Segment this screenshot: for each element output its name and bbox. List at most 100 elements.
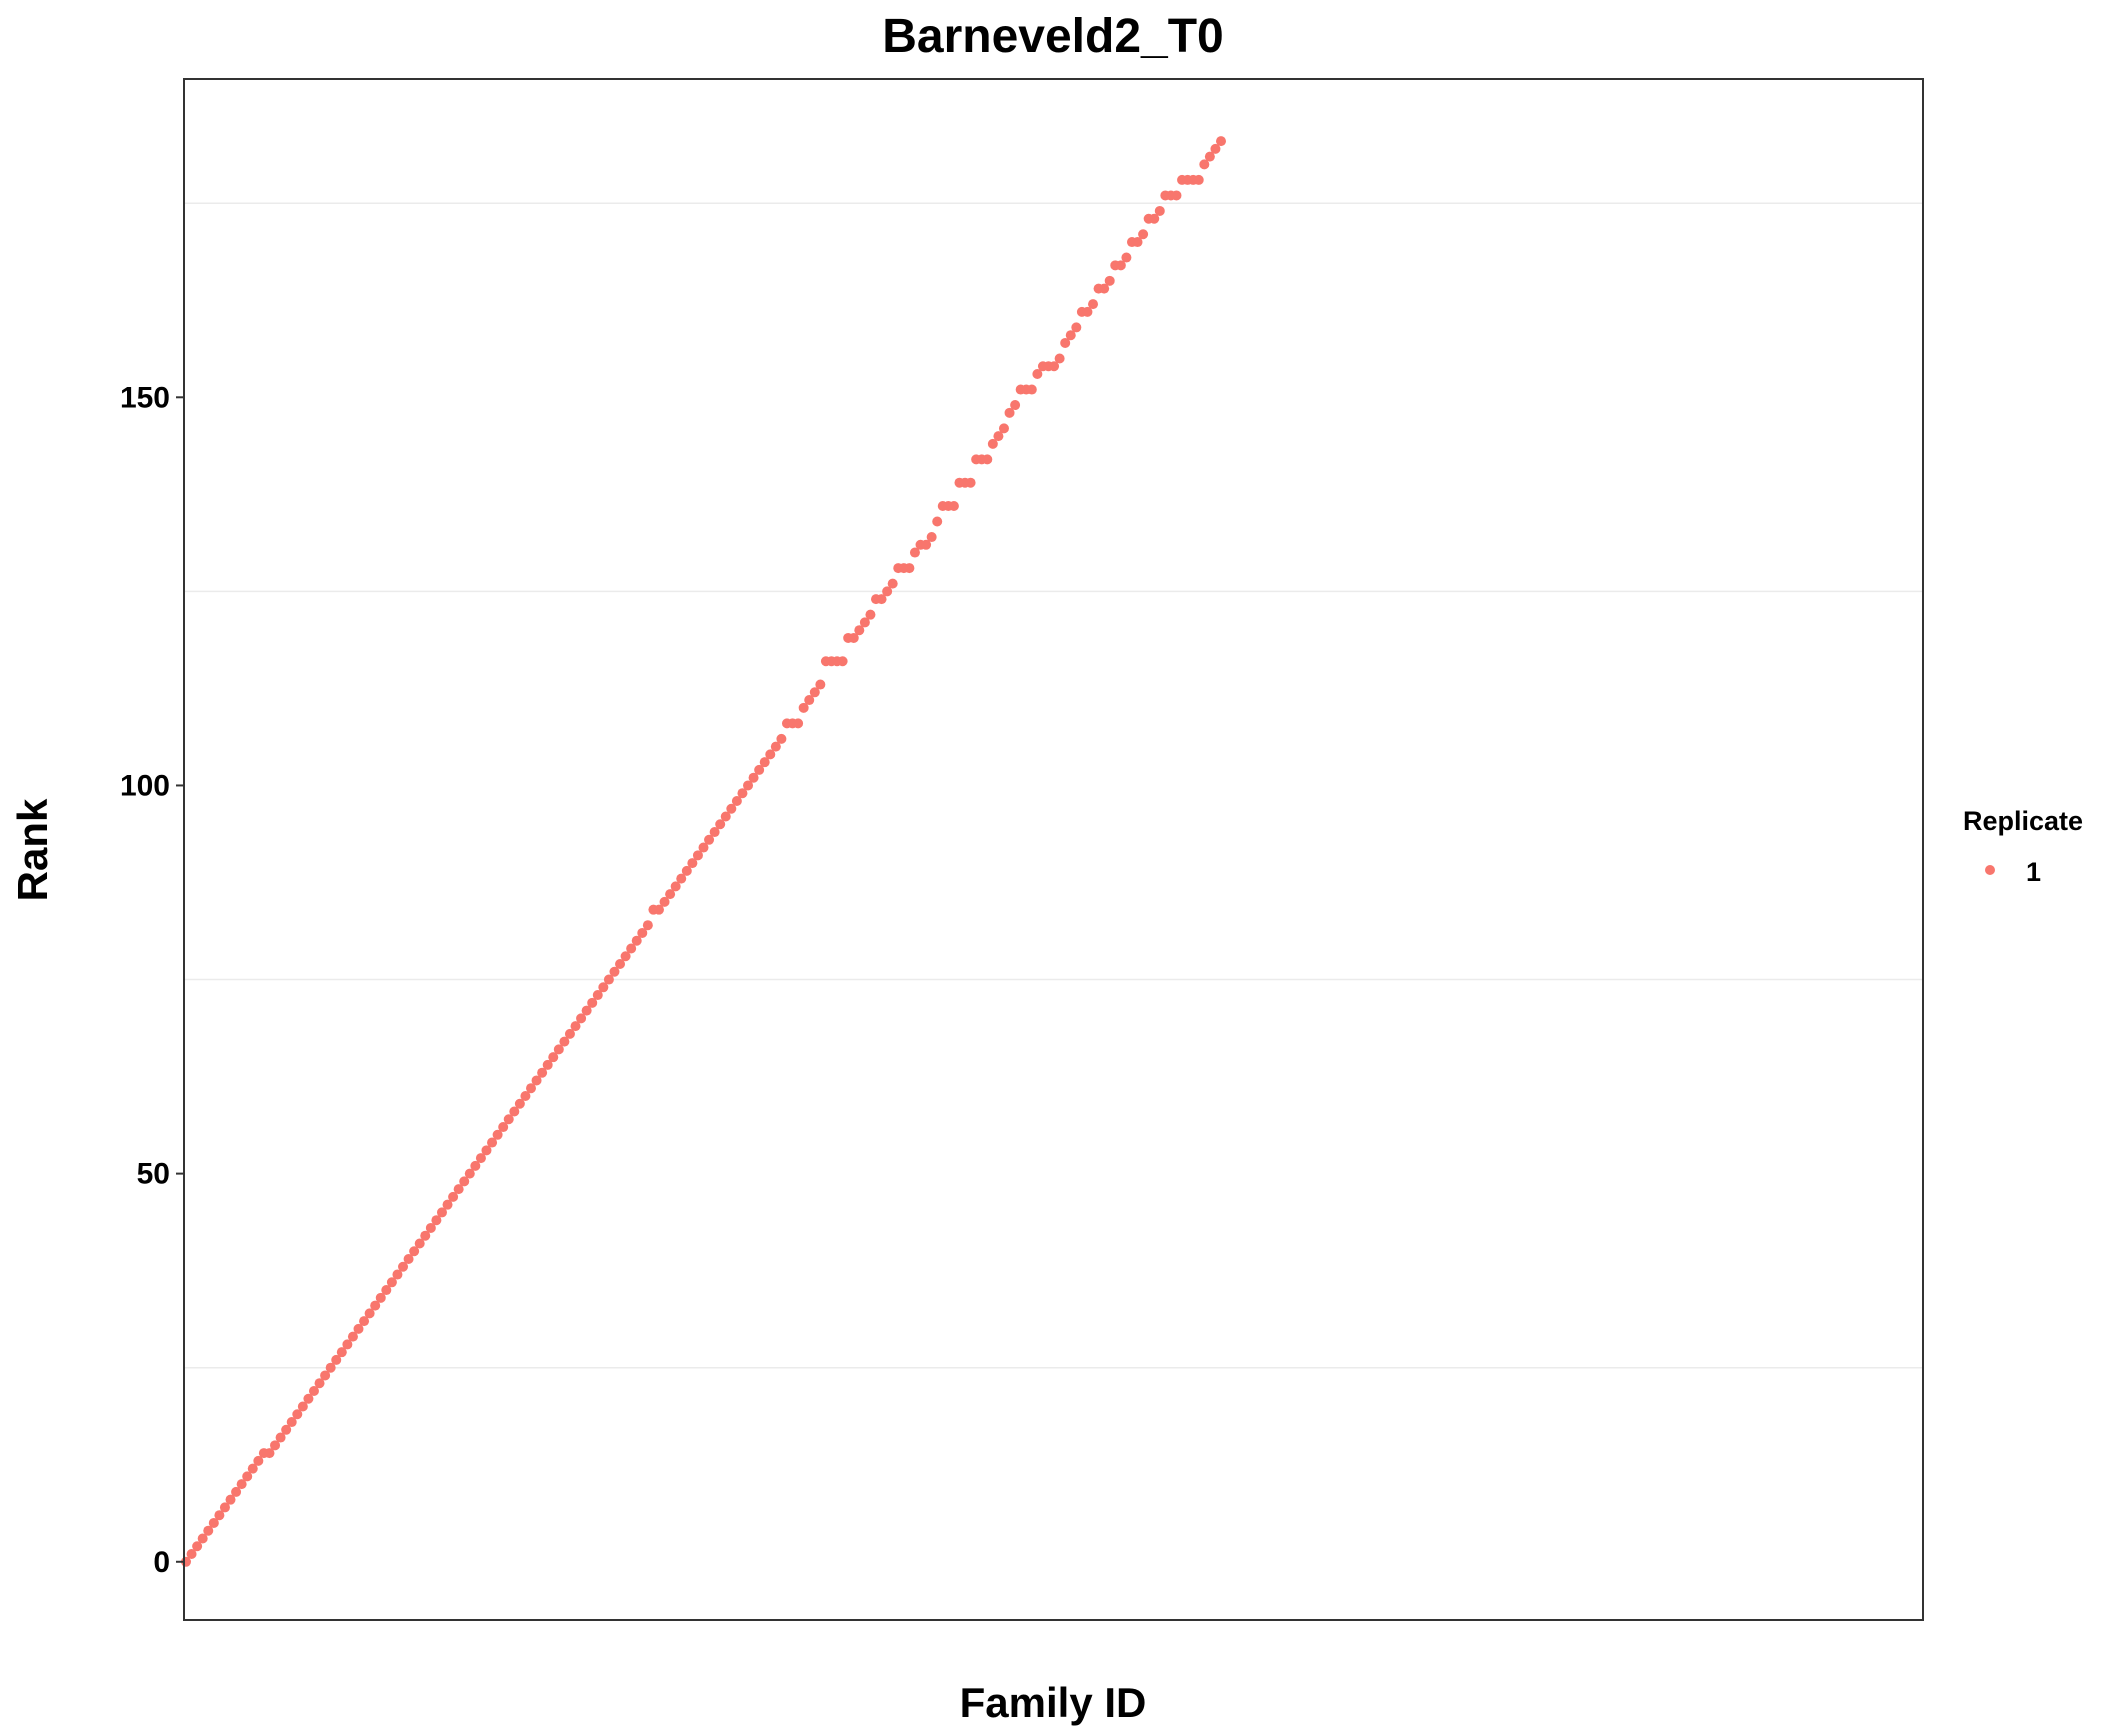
data-point [1132, 237, 1143, 248]
data-point [1216, 136, 1226, 147]
data-point [1115, 260, 1126, 271]
data-point [581, 1005, 592, 1016]
data-point [948, 500, 959, 511]
data-point [876, 594, 887, 605]
data-point [909, 547, 920, 558]
data-point [520, 1090, 531, 1101]
data-point [720, 811, 731, 822]
data-point [765, 749, 776, 760]
data-point [431, 1215, 442, 1226]
data-point [359, 1316, 370, 1327]
data-point [615, 959, 626, 970]
data-point [1088, 299, 1099, 310]
data-point [642, 920, 653, 931]
data-point [242, 1471, 253, 1482]
data-point [692, 850, 703, 861]
data-point [1149, 213, 1160, 224]
data-point [1060, 337, 1071, 348]
y-tick-label: 0 [153, 1546, 170, 1579]
data-point [904, 563, 915, 574]
data-point [804, 695, 815, 706]
data-point [726, 803, 737, 814]
data-point [420, 1230, 431, 1241]
data-point [542, 1059, 553, 1070]
data-point [498, 1122, 509, 1133]
data-point [548, 1052, 559, 1063]
data-point [375, 1292, 386, 1303]
data-point [1032, 369, 1043, 379]
data-point [737, 788, 748, 799]
data-point [865, 609, 876, 620]
data-point [603, 974, 614, 985]
data-point [754, 764, 765, 775]
data-point [297, 1401, 308, 1412]
data-point [998, 423, 1009, 434]
data-point [186, 1549, 197, 1560]
data-point [342, 1339, 353, 1350]
data-point [308, 1385, 319, 1396]
x-axis-title: Family ID [960, 1679, 1147, 1726]
grid-lines [184, 202, 1923, 1369]
data-point [659, 896, 670, 907]
data-points [181, 136, 1226, 1567]
data-point [203, 1525, 214, 1536]
data-point [770, 741, 781, 752]
data-point [1026, 384, 1037, 395]
data-point [303, 1393, 314, 1404]
data-point [364, 1308, 375, 1319]
data-point [247, 1463, 258, 1474]
data-point [353, 1323, 364, 1334]
data-point [197, 1533, 208, 1544]
data-point [331, 1354, 342, 1365]
data-point [253, 1455, 264, 1466]
data-point [859, 617, 870, 628]
data-point [1099, 283, 1110, 294]
data-point [564, 1028, 575, 1039]
data-point [598, 982, 609, 993]
data-point [192, 1541, 203, 1552]
data-point [1154, 205, 1165, 216]
data-point [219, 1502, 230, 1513]
data-point [665, 889, 676, 900]
data-point [559, 1036, 570, 1047]
data-point [403, 1254, 414, 1265]
data-point [793, 718, 804, 729]
data-point [887, 578, 898, 589]
data-point [526, 1083, 536, 1094]
data-point [1065, 330, 1076, 341]
data-point [1010, 400, 1021, 411]
data-point [653, 904, 664, 915]
data-point [1193, 174, 1204, 185]
data-point [731, 795, 742, 806]
data-point [759, 757, 770, 768]
data-point [214, 1510, 225, 1521]
data-point [620, 951, 631, 962]
data-point [932, 516, 943, 527]
data-point [631, 935, 642, 946]
data-point [748, 772, 759, 783]
data-point [698, 842, 709, 853]
data-point [314, 1378, 325, 1389]
y-axis: 0 50 100 150 [120, 381, 184, 1579]
data-point [509, 1106, 520, 1117]
data-point [514, 1098, 525, 1109]
data-point [1071, 322, 1082, 333]
data-point [347, 1331, 358, 1342]
data-point [320, 1370, 331, 1381]
data-point [1054, 353, 1065, 364]
data-point [281, 1424, 292, 1435]
data-point [993, 431, 1004, 442]
data-point [709, 827, 720, 838]
data-point [225, 1494, 236, 1505]
data-point [370, 1300, 381, 1311]
data-point [926, 532, 937, 543]
data-point [470, 1160, 481, 1171]
data-point [1049, 361, 1060, 372]
data-point [436, 1207, 447, 1218]
data-point [809, 687, 820, 698]
data-point [475, 1153, 486, 1164]
data-point [570, 1021, 581, 1032]
data-point [592, 990, 603, 1001]
data-point [1210, 143, 1221, 154]
